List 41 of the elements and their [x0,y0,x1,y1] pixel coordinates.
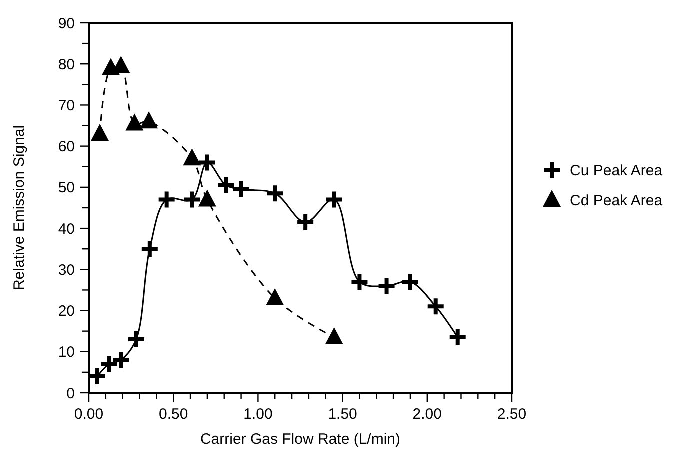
point [216,175,236,196]
x-tick-label: 0.00 [74,406,104,423]
x-axis-title: Carrier Gas Flow Rate (L/min) [200,431,401,448]
point [99,354,120,374]
point [198,190,216,207]
point [350,272,370,292]
y-tick-label: 60 [58,138,75,156]
point [91,124,109,141]
point [197,152,218,173]
x-tick-label: 2.50 [497,406,527,423]
y-tick-label: 50 [58,180,75,197]
point [426,296,446,317]
point [182,190,202,210]
x-tick-label: 2.00 [412,406,442,423]
point [140,112,158,129]
y-tick-label: 80 [58,56,75,74]
x-tick-label: 1.00 [244,406,273,423]
point [376,276,397,296]
y-tick-label: 20 [58,303,75,320]
point [231,180,252,200]
y-tick-label: 90 [58,15,75,32]
point [183,148,202,166]
y-tick-label: 40 [58,220,75,238]
y-tick-label: 0 [66,385,75,402]
point [400,272,420,292]
x-tick-label: 0.50 [159,406,188,423]
legend-label: Cu Peak Area [570,162,664,180]
x-tick-label: 1.50 [328,406,358,423]
y-tick-label: 10 [58,344,75,362]
point [324,190,344,210]
point [111,350,132,370]
point [126,114,144,131]
point [140,239,160,260]
point [448,328,468,348]
legend-label: Cd Peak Area [570,192,664,210]
point [265,184,286,204]
y-tick-label: 30 [58,262,75,279]
y-axis-title: Relative Emission Signal [11,125,28,291]
point [156,190,177,210]
y-tick-label: 70 [58,97,75,114]
point [296,212,316,232]
